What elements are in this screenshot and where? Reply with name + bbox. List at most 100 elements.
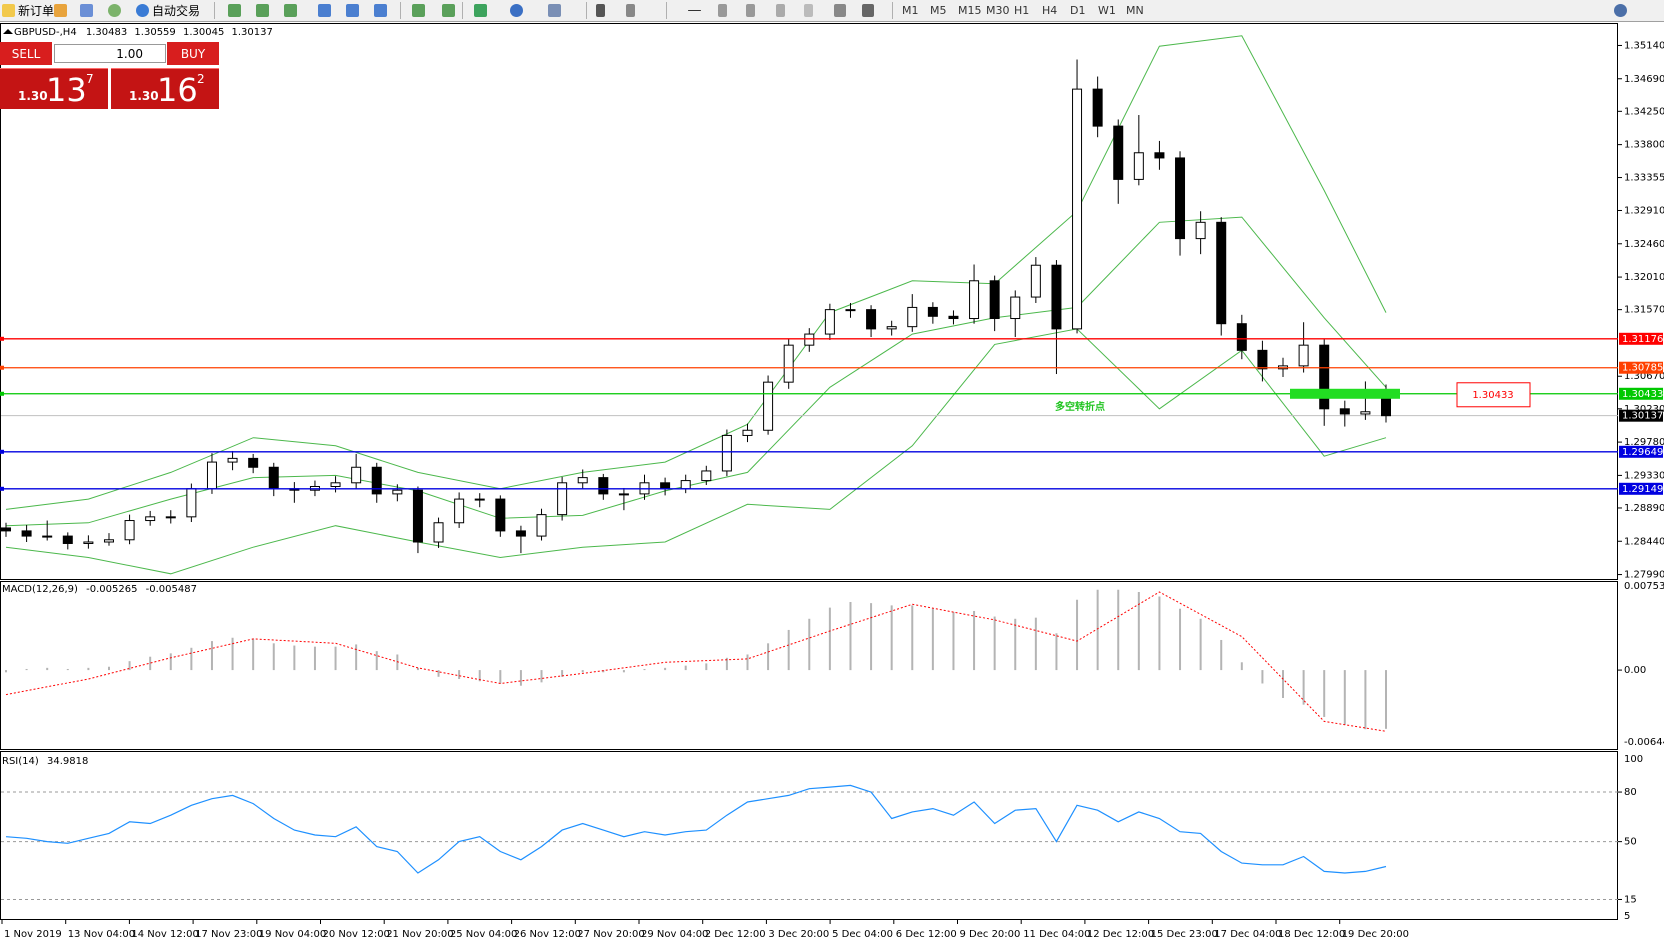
x-tick-label: 25 Nov 04:00 [450,929,517,940]
timeframe-button[interactable]: W1 [1098,4,1116,17]
x-tick-label: 20 Nov 12:00 [323,929,390,940]
candle-body [124,520,135,541]
x-tick-label: 29 Nov 04:00 [641,929,708,940]
x-tick-label: 19 Nov 04:00 [259,929,326,940]
icon[interactable] [746,4,755,17]
icon[interactable] [510,4,523,17]
icon[interactable] [776,4,785,17]
one-click-trading: SELL 1.00 BUY 1.30 13 7 1.30 16 2 [0,42,219,109]
candle-body [948,315,959,320]
level-tag-label: 1.29649 [1622,447,1663,458]
pivot-price-box [1456,382,1531,408]
timeframe-button[interactable]: H4 [1042,4,1058,17]
candle-body [248,457,259,468]
candle-body [1051,264,1062,330]
x-tick-label: 13 Nov 04:00 [68,929,135,940]
candle-body [186,488,197,518]
sell-button[interactable]: SELL [0,42,52,65]
candle-body [268,466,279,490]
rsi-header: RSI(14) 34.9818 [2,756,88,767]
icon[interactable] [256,4,269,17]
icon[interactable] [804,4,813,17]
ask-pips: 16 [157,71,198,109]
y-tick-label: 1.35140 [1624,40,1664,51]
candle-body [824,309,835,335]
separator [462,2,463,19]
icon[interactable] [474,4,487,17]
icon[interactable] [548,4,561,17]
icon[interactable] [346,4,359,17]
icon[interactable] [54,4,67,17]
y-range-label: -0.006446 [1624,737,1664,748]
new-order-button[interactable]: 新订单 [2,3,54,18]
x-tick-label: 15 Dec 23:00 [1151,929,1218,940]
collapse-icon[interactable] [3,29,13,34]
candle-body [165,516,176,519]
candle-body [371,466,382,495]
timeframe-button[interactable]: M1 [902,4,919,17]
signal-value: -0.005487 [146,584,197,595]
icon[interactable] [318,4,331,17]
separator [586,2,587,19]
candle-body [433,522,444,543]
candle-body [1298,344,1309,367]
toolbar: 新订单 自动交易 M1 M5 M15 M30 H1 H4 D1 W1 MN [0,0,1664,22]
candle-body [330,482,341,487]
macd-header: MACD(12,26,9) -0.005265 -0.005487 [2,584,197,595]
y-tick-label: 1.27990 [1624,570,1664,581]
icon[interactable] [80,4,93,17]
candle-body [886,326,897,330]
candle-body [206,461,217,490]
x-tick-label: 9 Dec 20:00 [960,929,1021,940]
icon[interactable] [412,4,425,17]
current-price-tag [1619,409,1663,422]
icon[interactable] [108,4,121,17]
level-tag [1619,332,1663,345]
buy-button[interactable]: BUY [167,42,219,65]
ask-price[interactable]: 1.30 16 2 [111,68,219,109]
icon[interactable] [688,10,701,11]
candle-body [1154,152,1165,159]
icon[interactable] [862,4,874,17]
bid-price[interactable]: 1.30 13 7 [0,68,108,109]
candle-body [62,535,73,544]
auto-trading-button[interactable]: 自动交易 [136,3,200,18]
level-handle [0,391,4,396]
icon[interactable] [284,4,297,17]
y-tick-label: 1.28890 [1624,503,1664,514]
y-tick-label: 1.31570 [1624,305,1664,316]
search-icon[interactable] [1614,4,1627,17]
timeframe-button[interactable]: M30 [986,4,1010,17]
icon[interactable] [626,4,635,17]
timeframe-button[interactable]: D1 [1070,4,1086,17]
icon[interactable] [596,4,605,17]
level-tag-label: 1.30433 [1622,389,1663,400]
x-tick-label: 27 Nov 20:00 [577,929,644,940]
candle-body [515,530,526,537]
timeframe-button[interactable]: H1 [1014,4,1030,17]
candle-body [454,498,465,524]
candle-body [1236,323,1247,351]
x-tick-label: 12 Dec 12:00 [1087,929,1154,940]
timeframe-button[interactable]: MN [1126,4,1144,17]
y-tick-label: 1.34250 [1624,106,1664,117]
bollinger-lower [5,328,1387,575]
timeframe-button[interactable]: M5 [930,4,947,17]
x-tick-label: 11 Dec 04:00 [1023,929,1090,940]
icon[interactable] [374,4,387,17]
level-handle [0,449,4,454]
timeframe-button[interactable]: M15 [958,4,982,17]
icon[interactable] [718,4,727,17]
y-tick-label: 1.33800 [1624,140,1664,151]
icon[interactable] [834,4,846,17]
volume-input[interactable]: 1.00 [54,44,166,63]
icon[interactable] [442,4,455,17]
level-tag-label: 1.29149 [1622,484,1663,495]
y-tick-label: 15 [1624,894,1637,905]
level-tag-label: 1.30785 [1622,363,1663,374]
y-tick-label: 80 [1624,787,1637,798]
close: 1.30137 [232,27,273,38]
icon[interactable] [228,4,241,17]
y-tick-label: 50 [1624,837,1637,848]
